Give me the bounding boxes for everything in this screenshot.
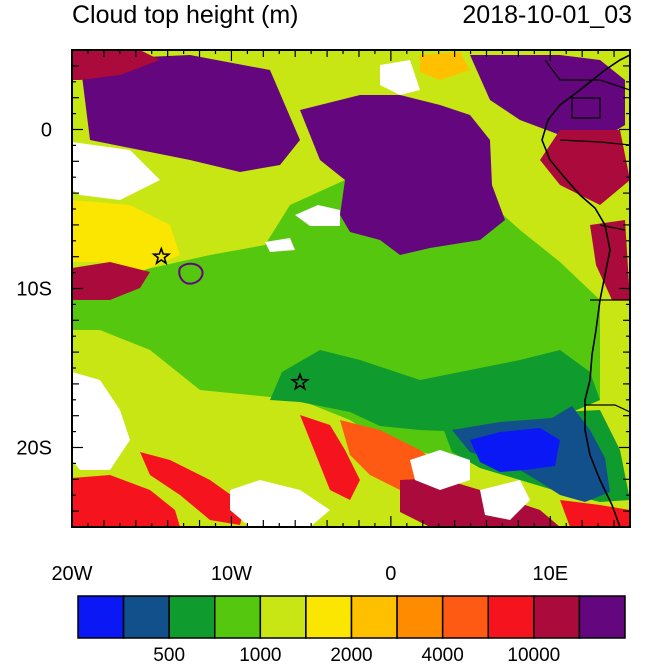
x-tick-label: 0: [385, 563, 396, 585]
colorbar-box: [396, 595, 444, 639]
colorbar-label: 10000: [507, 645, 561, 666]
colorbar-box: [487, 595, 535, 639]
colorbar-label: 4000: [421, 645, 464, 666]
datetime-label: 2018-10-01_03: [462, 1, 632, 29]
colorbar-box: [533, 595, 581, 639]
y-tick-label: 10S: [16, 279, 52, 301]
map-axis-labels: 20W 10W 0 10E 0 10S 20S: [16, 120, 568, 586]
map-title: Cloud top height (m): [72, 1, 299, 29]
map-markers: [151, 246, 310, 391]
map-field: [72, 50, 630, 527]
colorbar-box: [77, 595, 125, 639]
colorbar-box: [214, 595, 262, 639]
map-ticks: [71, 49, 631, 528]
colorbar-label: 1000: [239, 645, 282, 666]
x-tick-label: 10E: [532, 563, 568, 585]
colorbar-label: 2000: [330, 645, 373, 666]
colorbar-box: [441, 595, 489, 639]
colorbar-box: [168, 595, 216, 639]
colorbar-box: [122, 595, 170, 639]
star-marker: [290, 371, 310, 391]
colorbar-box: [350, 595, 398, 639]
star-marker: [151, 246, 172, 266]
colorbar-box: [578, 595, 626, 639]
colorbar-box: [259, 595, 307, 639]
y-tick-label: 0: [41, 120, 52, 142]
colorbar-box: [305, 595, 353, 639]
y-tick-label: 20S: [16, 438, 52, 460]
x-tick-label: 20W: [51, 563, 92, 585]
x-tick-label: 10W: [211, 563, 252, 585]
colorbar-label: 500: [153, 645, 186, 666]
